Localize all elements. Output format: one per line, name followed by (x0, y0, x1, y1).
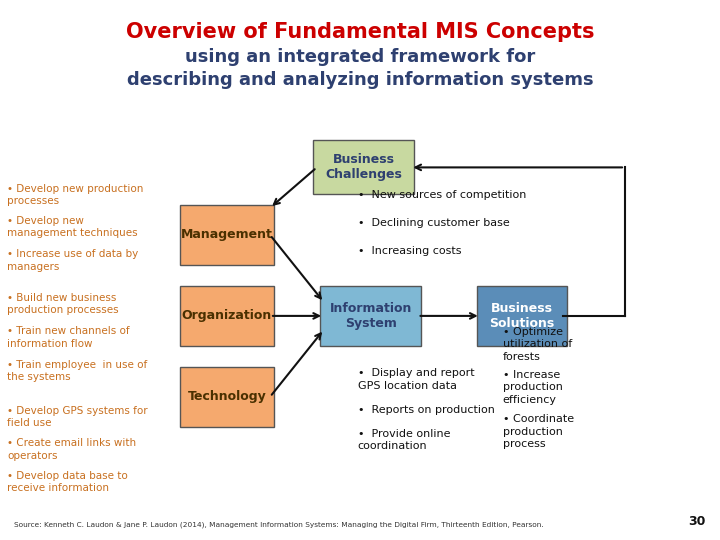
Text: Management: Management (181, 228, 273, 241)
Text: •  Provide online
coordination: • Provide online coordination (358, 429, 450, 451)
Text: Technology: Technology (187, 390, 266, 403)
Text: using an integrated framework for: using an integrated framework for (185, 48, 535, 65)
Text: Overview of Fundamental MIS Concepts: Overview of Fundamental MIS Concepts (126, 22, 594, 42)
Text: •  New sources of competition: • New sources of competition (358, 190, 526, 200)
FancyBboxPatch shape (180, 367, 274, 427)
Text: • Coordinate
production
process: • Coordinate production process (503, 414, 574, 449)
Text: • Optimize
utilization of
forests: • Optimize utilization of forests (503, 327, 572, 361)
Text: describing and analyzing information systems: describing and analyzing information sys… (127, 71, 593, 89)
Text: •  Declining customer base: • Declining customer base (358, 218, 510, 228)
FancyBboxPatch shape (313, 140, 414, 194)
Text: • Develop GPS systems for
field use: • Develop GPS systems for field use (7, 406, 148, 428)
Text: Information
System: Information System (330, 302, 412, 330)
Text: •  Reports on production: • Reports on production (358, 405, 495, 415)
Text: Business
Solutions: Business Solutions (490, 302, 554, 330)
Text: • Increase use of data by
managers: • Increase use of data by managers (7, 249, 138, 272)
FancyBboxPatch shape (320, 286, 421, 346)
Text: • Create email links with
operators: • Create email links with operators (7, 438, 136, 461)
Text: Business
Challenges: Business Challenges (325, 153, 402, 181)
Text: •  Display and report
GPS location data: • Display and report GPS location data (358, 368, 474, 390)
Text: • Develop new
management techniques: • Develop new management techniques (7, 216, 138, 238)
FancyBboxPatch shape (180, 286, 274, 346)
Text: • Develop new production
processes: • Develop new production processes (7, 184, 143, 206)
Text: Organization: Organization (181, 309, 272, 322)
Text: • Build new business
production processes: • Build new business production processe… (7, 293, 119, 315)
FancyBboxPatch shape (477, 286, 567, 346)
Text: • Develop data base to
receive information: • Develop data base to receive informati… (7, 471, 128, 493)
Text: • Train new channels of
information flow: • Train new channels of information flow (7, 326, 130, 348)
Text: • Increase
production
efficiency: • Increase production efficiency (503, 370, 562, 404)
FancyBboxPatch shape (180, 205, 274, 265)
Text: •  Increasing costs: • Increasing costs (358, 246, 462, 256)
Text: • Train employee  in use of
the systems: • Train employee in use of the systems (7, 360, 148, 382)
Text: 30: 30 (688, 515, 706, 528)
Text: Source: Kenneth C. Laudon & Jane P. Laudon (2014), Management Information System: Source: Kenneth C. Laudon & Jane P. Laud… (14, 522, 544, 528)
